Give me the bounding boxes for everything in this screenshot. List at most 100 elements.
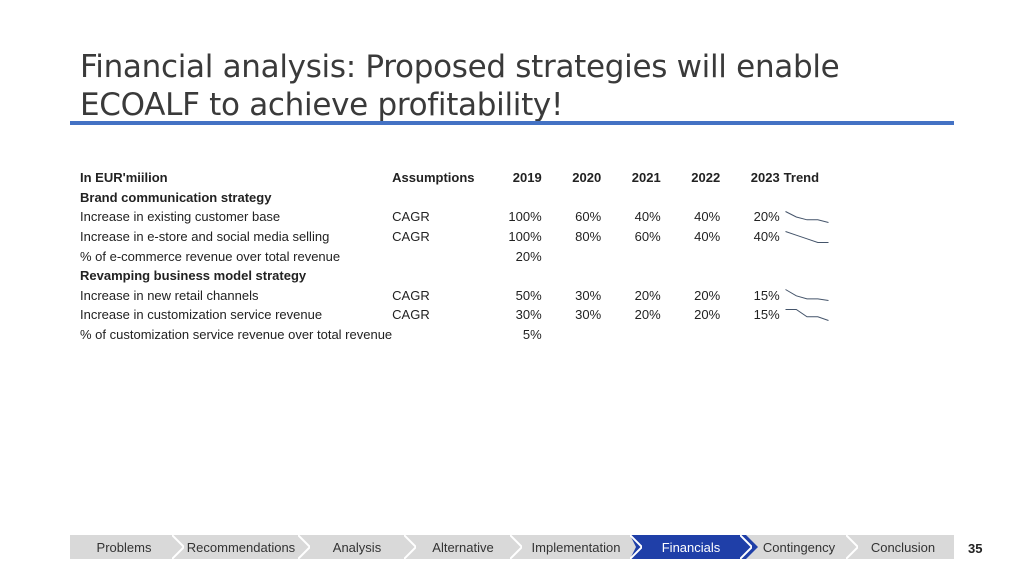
trend-line	[784, 289, 829, 302]
table-row: % of e-commerce revenue over total reven…	[80, 246, 844, 266]
row-value-2020: 30%	[575, 287, 602, 303]
header-trend: Trend	[783, 170, 820, 186]
row-value-2019: 50%	[515, 287, 542, 303]
row-value-2022	[661, 246, 721, 266]
row-assumption: CAGR	[392, 229, 430, 245]
trend-line	[785, 308, 829, 321]
row-value-2021	[601, 246, 661, 266]
header-year-2022: 2022	[691, 170, 721, 186]
row-value-2021: 40%	[634, 209, 661, 225]
row-value-2021: 20%	[634, 307, 661, 323]
row-value-2022: 40%	[694, 209, 721, 225]
nav-item-label: Financials	[661, 539, 721, 555]
row-value-2023: 15%	[753, 307, 780, 323]
section-header-row: Brand communication strategy	[80, 188, 844, 208]
row-trend	[780, 286, 844, 306]
header-year-2020: 2020	[572, 170, 602, 186]
row-trend	[780, 207, 844, 227]
nav-item-label: Alternative	[432, 539, 494, 555]
row-value-2020: 30%	[575, 307, 602, 323]
section-title: Revamping business model strategy	[80, 268, 307, 284]
table-row: Increase in existing customer base CAGR 10…	[80, 207, 844, 227]
title-underline	[70, 121, 954, 125]
row-label: Increase in e-store and social media sel…	[80, 229, 330, 245]
row-value-2023	[720, 246, 780, 266]
row-value-2020	[542, 325, 602, 345]
chevron-separator-icon	[740, 535, 752, 559]
row-value-2019: 30%	[515, 307, 542, 323]
row-trend	[780, 246, 844, 266]
nav-item-alternative[interactable]: Alternative	[410, 535, 522, 559]
row-value-2019: 100%	[508, 209, 542, 225]
header-year-2021: 2021	[631, 170, 661, 186]
row-value-2023: 20%	[753, 209, 780, 225]
nav-item-label: Analysis	[332, 539, 382, 555]
row-trend	[780, 305, 844, 325]
row-label: % of customization service revenue over …	[80, 327, 393, 343]
table-row: Increase in e-store and social media sel…	[80, 227, 844, 247]
row-assumption: CAGR	[392, 307, 430, 323]
header-year-2023: 2023	[750, 170, 780, 186]
row-value-2021: 20%	[634, 287, 661, 303]
nav-item-problems[interactable]: Problems	[70, 535, 184, 559]
trend-line	[784, 211, 829, 223]
chevron-separator-icon	[172, 535, 184, 559]
nav-item-implementation[interactable]: Implementation	[516, 535, 642, 559]
row-value-2019: 100%	[508, 229, 542, 245]
row-value-2022	[661, 325, 721, 345]
row-value-2023: 15%	[753, 287, 780, 303]
row-value-2022: 20%	[694, 307, 721, 323]
section-title: Brand communication strategy	[80, 189, 272, 205]
row-value-2023	[720, 325, 780, 345]
chevron-separator-icon	[846, 535, 858, 559]
table-row: % of customization service revenue over …	[80, 325, 844, 345]
page-number: 35	[968, 541, 983, 556]
row-value-2020: 80%	[575, 229, 602, 245]
row-label: Increase in existing customer base	[80, 209, 281, 225]
nav-item-analysis[interactable]: Analysis	[304, 535, 416, 559]
nav-item-recommendations[interactable]: Recommendations	[178, 535, 310, 559]
nav-item-contingency[interactable]: Contingency	[746, 535, 858, 559]
trend-sparkline	[785, 308, 829, 321]
row-value-2023: 40%	[753, 229, 780, 245]
row-value-2021	[601, 325, 661, 345]
table-row: Increase in customization service revenu…	[80, 305, 844, 325]
nav-active-highlight	[630, 535, 758, 559]
row-trend	[780, 227, 844, 247]
row-assumption: CAGR	[392, 209, 430, 225]
section-header-row: Revamping business model strategy	[80, 266, 844, 286]
row-trend	[780, 325, 844, 345]
nav-item-label: Contingency	[762, 539, 836, 555]
chevron-separator-icon	[510, 535, 522, 559]
row-assumption: CAGR	[392, 287, 430, 303]
trend-line	[785, 230, 829, 243]
row-label: % of e-commerce revenue over total reven…	[80, 248, 341, 264]
trend-sparkline	[784, 211, 829, 223]
row-value-2020: 60%	[575, 209, 602, 225]
table-row: Increase in new retail channels CAGR 50% 30…	[80, 286, 844, 306]
nav-item-financials[interactable]: Financials	[630, 535, 758, 559]
header-label: In EUR'miilion	[80, 170, 168, 186]
header-year-2019: 2019	[512, 170, 542, 186]
row-value-2021: 60%	[634, 229, 661, 245]
trend-sparkline	[784, 289, 829, 302]
row-value-2020	[542, 246, 602, 266]
row-value-2019: 5%	[522, 327, 542, 343]
nav-item-label: Problems	[96, 539, 152, 555]
trend-sparkline	[785, 230, 829, 243]
row-label: Increase in customization service revenu…	[80, 307, 323, 323]
row-assumption	[392, 246, 482, 266]
section-navigation-bar: Problems Recommendations Analysis Alternati…	[70, 535, 954, 559]
row-label: Increase in new retail channels	[80, 287, 259, 303]
nav-item-label: Implementation	[531, 539, 621, 555]
row-value-2022: 20%	[694, 287, 721, 303]
header-assumptions: Assumptions	[392, 170, 475, 186]
slide-title: Financial analysis: Proposed strategies …	[80, 49, 840, 123]
table-header-row: In EUR'miilion Assumptions 2019 2020 202…	[80, 168, 844, 188]
chevron-separator-icon	[630, 535, 642, 559]
row-value-2019: 20%	[515, 248, 542, 264]
chevron-separator-icon	[404, 535, 416, 559]
nav-item-conclusion[interactable]: Conclusion	[852, 535, 954, 559]
row-value-2022: 40%	[694, 229, 721, 245]
assumptions-table: In EUR'miilion Assumptions 2019 2020 202…	[80, 168, 844, 344]
